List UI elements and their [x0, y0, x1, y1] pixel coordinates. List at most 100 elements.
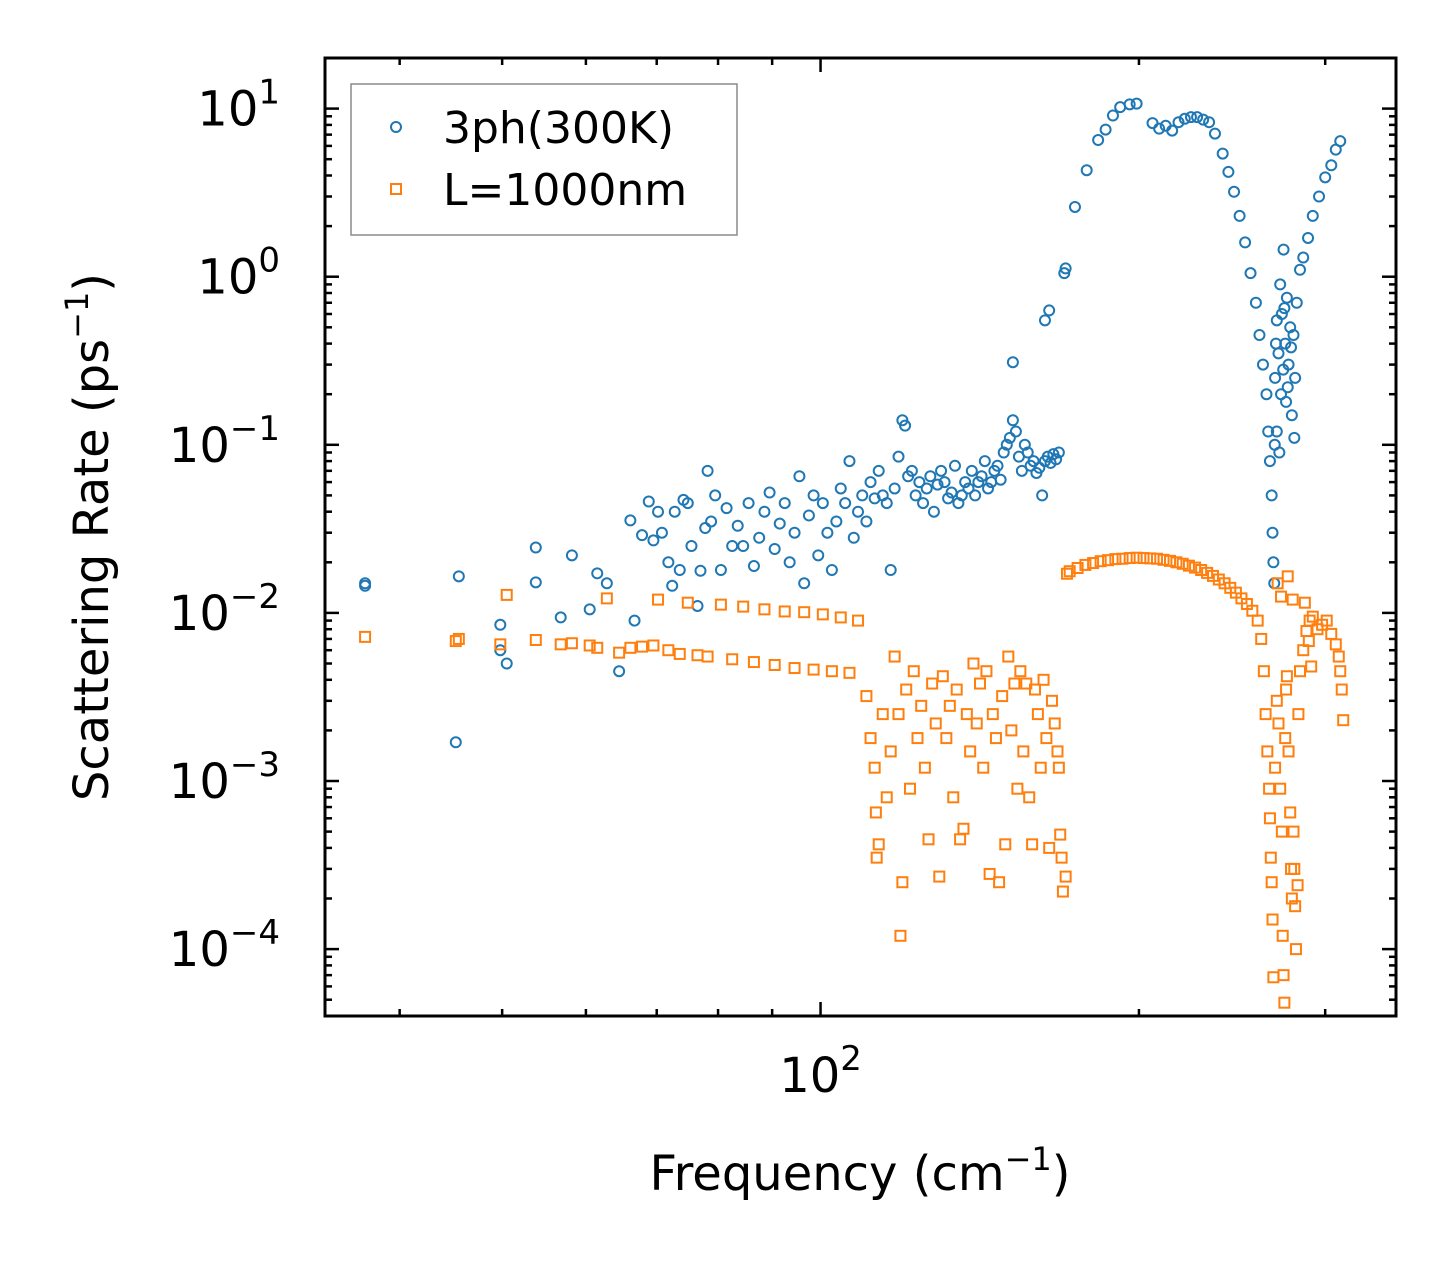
data-point: [868, 761, 881, 774]
data-point: [452, 570, 465, 583]
data-point: [1288, 431, 1301, 444]
data-point: [943, 699, 956, 712]
data-point: [1164, 554, 1177, 567]
y-tick-label: 10−2: [169, 577, 280, 642]
data-point: [1260, 388, 1273, 401]
data-point: [1178, 112, 1191, 125]
data-point: [600, 592, 613, 605]
data-point: [954, 833, 967, 846]
x-axis-label-text: Frequency (cm: [649, 1146, 1004, 1202]
data-point: [1319, 171, 1332, 184]
data-point: [1002, 650, 1015, 663]
data-point: [1280, 395, 1293, 408]
data-point: [529, 541, 542, 554]
data-point: [1335, 683, 1348, 696]
data-point: [655, 526, 668, 539]
data-point: [591, 567, 604, 580]
data-point: [449, 635, 462, 648]
data-point: [872, 838, 885, 851]
data-point: [1244, 267, 1257, 280]
data-point: [1278, 996, 1291, 1009]
legend-box: [350, 83, 738, 236]
data-point: [1029, 683, 1042, 696]
data-point: [1265, 489, 1278, 502]
data-point: [1109, 553, 1122, 566]
data-point: [1266, 913, 1279, 926]
data-point: [1266, 526, 1279, 539]
x-axis-label-end: ): [1052, 1146, 1071, 1202]
data-point: [927, 505, 940, 518]
data-point: [860, 515, 873, 528]
data-point: [1087, 557, 1100, 570]
data-point: [807, 489, 820, 502]
data-point: [1006, 356, 1019, 369]
data-point: [1298, 596, 1311, 609]
data-point: [1015, 464, 1028, 477]
data-point: [1050, 453, 1063, 466]
data-point: [798, 606, 811, 619]
data-point: [1130, 551, 1143, 564]
data-point: [1189, 561, 1202, 574]
data-point: [1325, 159, 1338, 172]
data-point: [1278, 302, 1291, 315]
data-point: [830, 515, 843, 528]
data-point: [1276, 929, 1289, 942]
data-point: [1182, 559, 1195, 572]
data-point: [1026, 838, 1039, 851]
data-point: [1274, 782, 1287, 795]
data-point: [899, 419, 912, 432]
data-point: [969, 489, 982, 502]
data-point: [986, 708, 999, 721]
data-point: [1263, 782, 1276, 795]
data-point: [905, 464, 918, 477]
y-axis-label-exp: −1: [58, 292, 96, 339]
data-point: [778, 497, 791, 510]
data-point: [1285, 409, 1298, 422]
data-point: [983, 867, 996, 880]
data-point: [1208, 127, 1221, 140]
data-point: [917, 497, 930, 510]
data-point: [1281, 381, 1294, 394]
data-point: [699, 521, 712, 534]
data-point: [624, 641, 637, 654]
x-axis-label: Frequency (cm−1): [649, 1140, 1070, 1202]
data-point: [652, 593, 665, 606]
data-point: [714, 598, 727, 611]
data-point: [1116, 552, 1129, 565]
y-axis-label-text: Scattering Rate (ps: [64, 339, 120, 801]
data-point: [1275, 825, 1288, 838]
data-point: [872, 464, 885, 477]
data-point: [1228, 185, 1241, 198]
data-point: [763, 486, 776, 499]
y-tick-label: 10−4: [169, 913, 280, 978]
x-tick-label: 102: [779, 1039, 862, 1104]
data-point: [742, 497, 755, 510]
data-point: [778, 605, 791, 618]
data-point: [685, 540, 698, 553]
data-point: [1222, 165, 1235, 178]
series-1: [359, 551, 1350, 1009]
data-point: [975, 470, 988, 483]
data-point: [1264, 851, 1277, 864]
data-point: [1306, 209, 1319, 222]
y-tick-label: 10−1: [169, 409, 280, 474]
data-point: [600, 577, 613, 590]
data-point: [783, 556, 796, 569]
data-point: [860, 690, 873, 703]
data-point: [1011, 782, 1024, 795]
data-point: [681, 497, 694, 510]
data-point: [884, 745, 897, 758]
data-point: [1092, 134, 1105, 147]
data-point: [1285, 892, 1298, 905]
data-point: [642, 495, 655, 508]
data-point: [816, 608, 829, 621]
data-point: [940, 732, 953, 745]
data-point: [1277, 243, 1290, 256]
axes-frame: [323, 56, 1398, 1018]
data-point: [666, 579, 679, 592]
data-point: [1263, 455, 1276, 468]
data-point: [1286, 593, 1299, 606]
data-point: [1267, 556, 1280, 569]
data-point: [1036, 489, 1049, 502]
